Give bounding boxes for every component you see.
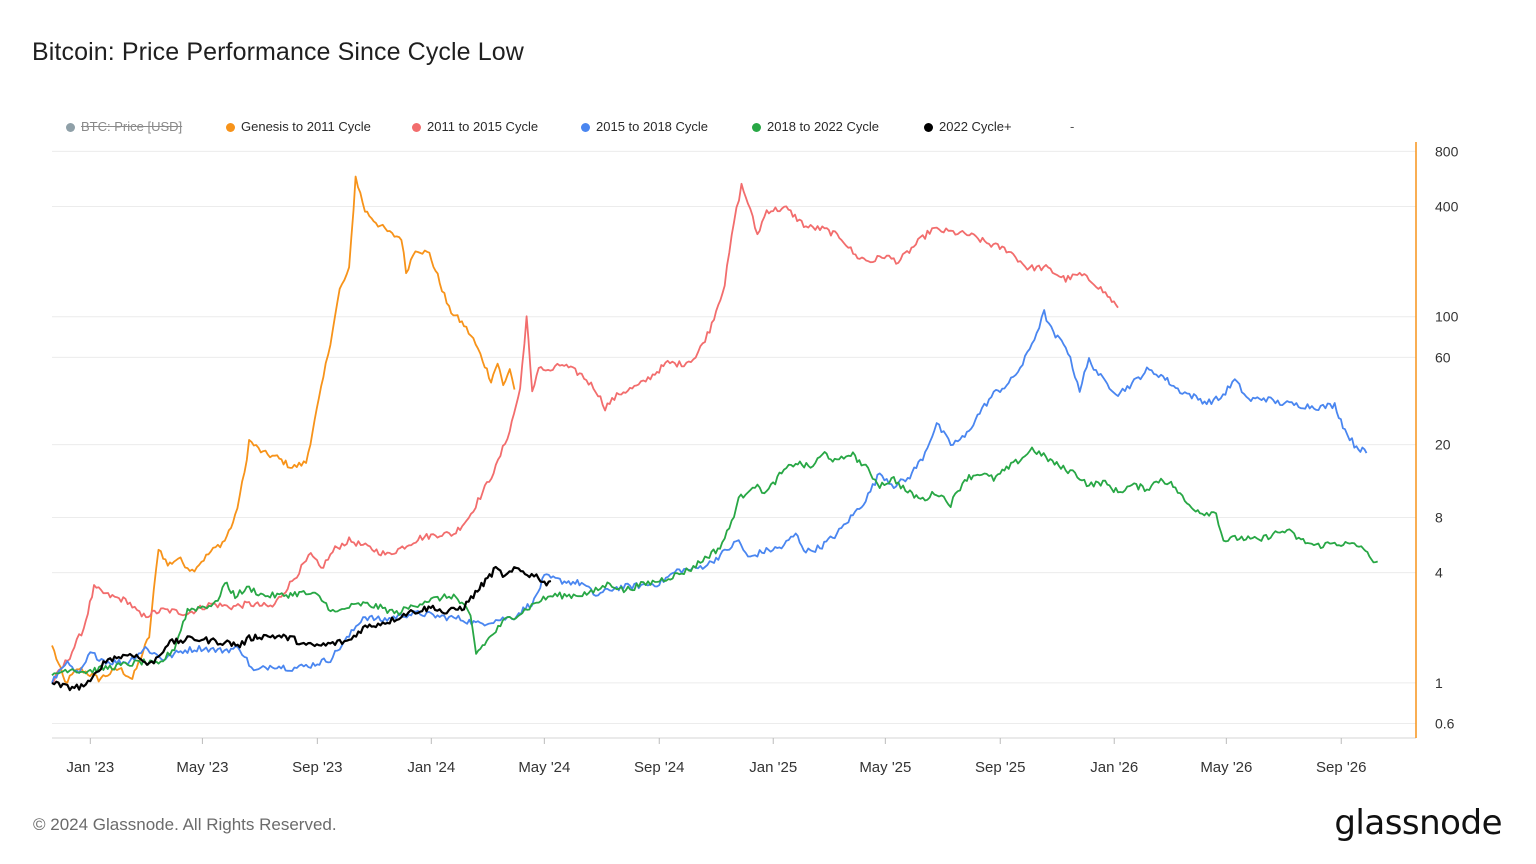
chart-title: Bitcoin: Price Performance Since Cycle L…	[32, 38, 524, 66]
y-tick-label: 100	[1435, 309, 1459, 325]
x-tick-label: Sep '23	[292, 759, 342, 776]
series-line-2022-cycle	[51, 565, 552, 692]
x-tick-label: May '26	[1200, 759, 1252, 776]
series-line-2011-to-2015-cycle	[51, 182, 1119, 684]
legend-item-2015-2018[interactable]: 2015 to 2018 Cycle	[581, 119, 708, 134]
legend-item-2022-cycle[interactable]: 2022 Cycle+	[924, 119, 1012, 134]
glassnode-logo: glassnode	[1334, 803, 1502, 843]
legend-label: Genesis to 2011 Cycle	[241, 119, 371, 134]
x-tick-label: May '24	[518, 759, 570, 776]
x-tick-label: Jan '24	[407, 759, 455, 776]
legend-label: 2022 Cycle+	[939, 119, 1012, 134]
x-tick-label: Sep '25	[975, 759, 1025, 776]
copyright-text: © 2024 Glassnode. All Rights Reserved.	[33, 815, 337, 834]
x-tick-label: May '23	[176, 759, 228, 776]
legend-dot-icon	[581, 123, 590, 132]
series-lines	[51, 175, 1378, 692]
legend-label: 2015 to 2018 Cycle	[596, 119, 709, 134]
y-tick-label: 20	[1435, 437, 1451, 453]
series-line-2015-to-2018-cycle	[51, 309, 1368, 684]
legend-dot-icon	[412, 123, 421, 132]
legend-dot-icon	[226, 123, 235, 132]
x-tick-label: Sep '26	[1316, 759, 1366, 776]
y-tick-label: 4	[1435, 565, 1443, 581]
legend-extra: -	[1070, 119, 1075, 134]
y-tick-label: 60	[1435, 349, 1451, 365]
grid-lines	[52, 150, 1416, 725]
y-tick-label: 8	[1435, 510, 1443, 526]
legend-item-genesis-2011[interactable]: Genesis to 2011 Cycle	[226, 119, 371, 134]
legend-item-btc-price[interactable]: BTC: Price [USD]	[66, 119, 182, 134]
legend-dot-icon	[66, 123, 75, 132]
x-tick-label: Jan '23	[66, 759, 114, 776]
legend-label: 2011 to 2015 Cycle	[427, 119, 539, 134]
legend-dot-icon	[924, 123, 933, 132]
x-tick-label: May '25	[859, 759, 911, 776]
series-line-genesis-to-2011-cycle	[51, 175, 516, 684]
y-tick-label: 400	[1435, 198, 1459, 214]
y-tick-label: 1	[1435, 675, 1443, 691]
legend-label: 2018 to 2022 Cycle	[767, 119, 880, 134]
series-line-2018-to-2022-cycle	[51, 446, 1378, 676]
x-tick-label: Sep '24	[634, 759, 684, 776]
axes: 0.6 1 4 8 20 60 100 400 800 Jan '23 May '23 Sep '23…	[52, 142, 1459, 776]
legend-item-2011-2015[interactable]: 2011 to 2015 Cycle	[412, 119, 538, 134]
legend-item-2018-2022[interactable]: 2018 to 2022 Cycle	[752, 119, 879, 134]
y-tick-label: 800	[1435, 143, 1459, 159]
x-tick-label: Jan '26	[1090, 759, 1138, 776]
legend-dot-icon	[752, 123, 761, 132]
x-tick-label: Jan '25	[749, 759, 797, 776]
legend-label: BTC: Price [USD]	[81, 119, 183, 134]
y-tick-label: 0.6	[1435, 716, 1455, 732]
